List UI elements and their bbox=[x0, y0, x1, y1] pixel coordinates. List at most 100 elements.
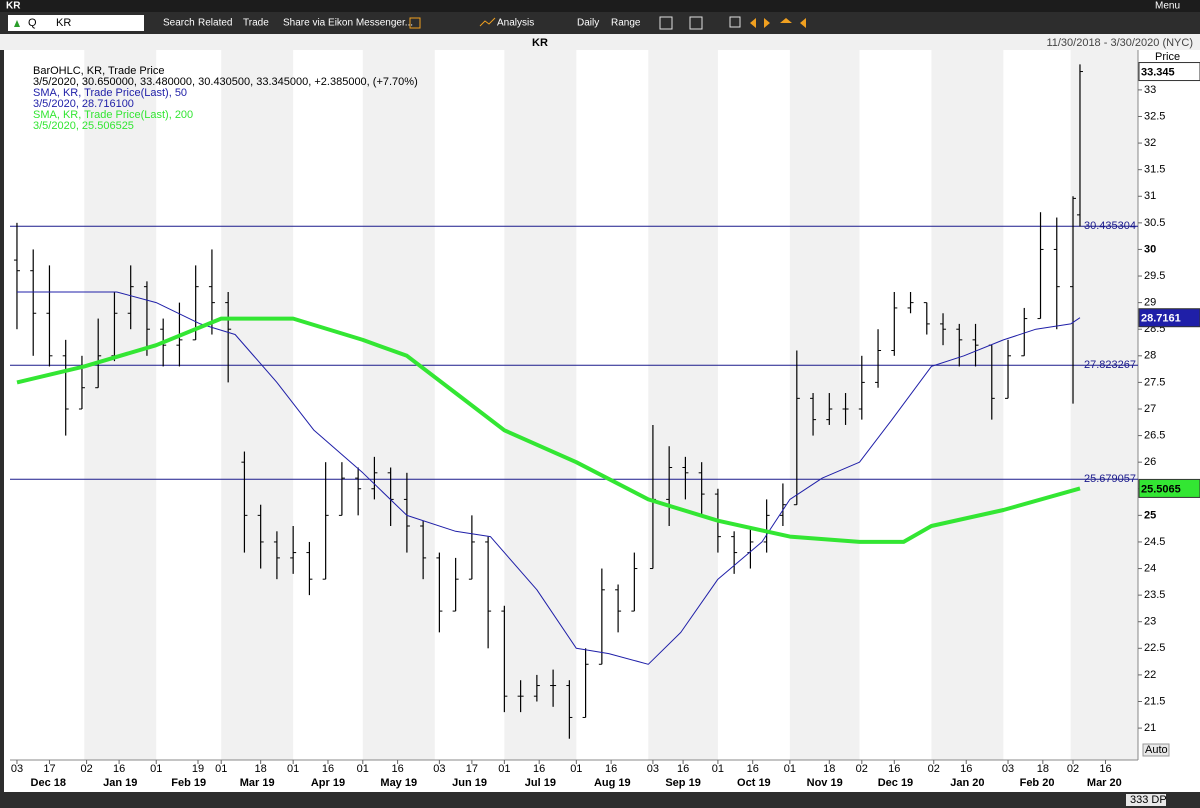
x-tick-label: 01 bbox=[287, 763, 299, 775]
x-tick-label: 01 bbox=[498, 763, 510, 775]
y-tick-label: 30 bbox=[1144, 243, 1156, 255]
x-tick-label: 03 bbox=[433, 763, 445, 775]
y-tick-label: 24 bbox=[1144, 562, 1156, 574]
x-tick-label: 01 bbox=[357, 763, 369, 775]
month-label: Apr 19 bbox=[311, 777, 345, 789]
x-tick-label: 18 bbox=[255, 763, 267, 775]
x-tick-label: 01 bbox=[150, 763, 162, 775]
month-label: Sep 19 bbox=[665, 777, 700, 789]
legend-name: BarOHLC, KR, Trade Price bbox=[33, 65, 164, 77]
month-label: Aug 19 bbox=[594, 777, 631, 789]
legend-detail: 3/5/2020, 25.506525 bbox=[33, 120, 134, 132]
price-tag-label: 28.7161 bbox=[1141, 313, 1181, 325]
legend-detail: 3/5/2020, 30.650000, 33.480000, 30.43050… bbox=[33, 76, 418, 88]
x-tick-label: 01 bbox=[215, 763, 227, 775]
y-tick-label: 31 bbox=[1144, 190, 1156, 202]
date-range: 11/30/2018 - 3/30/2020 (NYC) bbox=[1046, 37, 1193, 49]
x-tick-label: 16 bbox=[533, 763, 545, 775]
x-tick-label: 17 bbox=[466, 763, 478, 775]
menu-button[interactable]: Menu bbox=[1155, 1, 1180, 12]
y-tick-label: 33 bbox=[1144, 84, 1156, 96]
y-tick-label: 27 bbox=[1144, 403, 1156, 415]
toolbar-icons bbox=[750, 18, 806, 28]
points-box bbox=[1126, 794, 1166, 806]
price-tag bbox=[1138, 308, 1200, 328]
up-icon bbox=[14, 20, 20, 27]
points-count: 333 DP bbox=[1130, 794, 1167, 806]
month-label: Dec 18 bbox=[31, 777, 66, 789]
toolbar-item[interactable]: Related bbox=[198, 18, 232, 29]
toolbar-icons bbox=[659, 16, 741, 30]
month-band bbox=[1070, 50, 1138, 760]
toolbar-item[interactable]: Analysis bbox=[497, 18, 534, 29]
month-band bbox=[931, 50, 1004, 760]
toolbar-item[interactable]: Range bbox=[611, 18, 641, 29]
auto-scale-button[interactable] bbox=[1142, 743, 1170, 757]
month-band bbox=[648, 50, 718, 760]
y-tick-label: 29.5 bbox=[1144, 270, 1165, 282]
month-label: May 19 bbox=[380, 777, 417, 789]
month-band bbox=[84, 50, 157, 760]
x-tick-label: 02 bbox=[928, 763, 940, 775]
month-label: Mar 19 bbox=[240, 777, 275, 789]
y-tick-label: 23 bbox=[1144, 616, 1156, 628]
y-tick-label: 32.5 bbox=[1144, 110, 1165, 122]
month-label: Feb 19 bbox=[171, 777, 206, 789]
status-bar bbox=[0, 792, 1200, 808]
x-tick-label: 03 bbox=[647, 763, 659, 775]
price-tag bbox=[1138, 62, 1200, 82]
y-tick-label: 22.5 bbox=[1144, 642, 1165, 654]
toolbar-item[interactable]: Share via Eikon Messenger... bbox=[283, 18, 413, 29]
x-tick-label: 01 bbox=[712, 763, 724, 775]
y-tick-label: 32 bbox=[1144, 137, 1156, 149]
y-tick-label: 27.5 bbox=[1144, 376, 1165, 388]
x-tick-label: 16 bbox=[960, 763, 972, 775]
month-band bbox=[789, 50, 860, 760]
toolbar-item[interactable]: Search bbox=[163, 18, 195, 29]
x-tick-label: 03 bbox=[1002, 763, 1014, 775]
y-tick-label: 26 bbox=[1144, 456, 1156, 468]
y-tick-label: 28 bbox=[1144, 350, 1156, 362]
x-tick-label: 01 bbox=[570, 763, 582, 775]
y-axis-label: Price bbox=[1155, 51, 1180, 63]
y-tick-label: 24.5 bbox=[1144, 536, 1165, 548]
x-tick-label: 18 bbox=[1037, 763, 1049, 775]
x-tick-label: 16 bbox=[677, 763, 689, 775]
month-band bbox=[221, 50, 294, 760]
month-label: Feb 20 bbox=[1020, 777, 1055, 789]
auto-scale-label[interactable]: Auto bbox=[1145, 744, 1168, 756]
sma-line bbox=[16, 316, 1081, 544]
y-tick-label: 30.5 bbox=[1144, 217, 1165, 229]
chart-title: KR bbox=[532, 37, 548, 49]
y-tick-label: 21 bbox=[1144, 722, 1156, 734]
legend-name: SMA, KR, Trade Price(Last), 200 bbox=[33, 109, 193, 121]
search-box[interactable] bbox=[8, 15, 144, 31]
toolbar bbox=[0, 12, 1200, 34]
sma-line bbox=[17, 291, 1081, 665]
x-tick-label: 18 bbox=[823, 763, 835, 775]
toolbar-icons bbox=[409, 17, 496, 29]
x-tick-label: 16 bbox=[605, 763, 617, 775]
chart-header bbox=[0, 34, 1200, 50]
x-tick-label: 19 bbox=[192, 763, 204, 775]
month-label: Nov 19 bbox=[807, 777, 843, 789]
x-tick-label: 16 bbox=[1099, 763, 1111, 775]
y-tick-label: 25 bbox=[1144, 509, 1156, 521]
window-title: KR bbox=[6, 1, 21, 12]
legend-detail: 3/5/2020, 28.716100 bbox=[33, 98, 134, 110]
month-label: Dec 19 bbox=[878, 777, 913, 789]
price-tag-label: 33.345 bbox=[1141, 66, 1175, 78]
title-bar bbox=[0, 0, 1200, 12]
x-tick-label: 17 bbox=[43, 763, 55, 775]
month-band bbox=[362, 50, 435, 760]
ric-input[interactable]: KR bbox=[56, 17, 71, 29]
month-label: Jan 19 bbox=[103, 777, 137, 789]
month-label: Jan 20 bbox=[950, 777, 984, 789]
y-tick-label: 21.5 bbox=[1144, 695, 1165, 707]
toolbar-item[interactable]: Daily bbox=[577, 18, 599, 29]
x-tick-label: 16 bbox=[391, 763, 403, 775]
x-tick-label: 02 bbox=[1067, 763, 1079, 775]
month-label: Mar 20 bbox=[1087, 777, 1122, 789]
toolbar-item[interactable]: Trade bbox=[243, 18, 269, 29]
month-label: Jul 19 bbox=[525, 777, 556, 789]
